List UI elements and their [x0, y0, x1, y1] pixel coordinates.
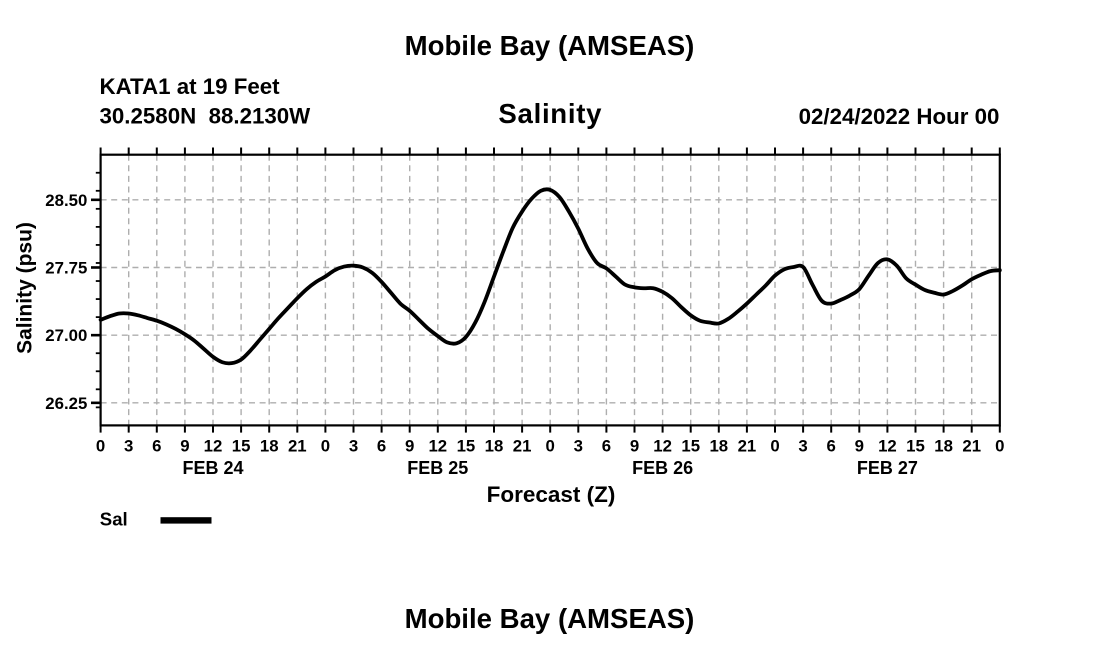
x-tick-label: 18: [709, 436, 728, 455]
x-tick-label: 21: [513, 436, 532, 455]
x-tick-label: 15: [681, 436, 700, 455]
x-tick-label: 6: [152, 436, 161, 455]
day-label: FEB 27: [857, 458, 918, 478]
x-tick-label: 18: [485, 436, 504, 455]
x-tick-label: 12: [204, 436, 223, 455]
x-tick-label: 21: [738, 436, 757, 455]
x-tick-label: 9: [405, 436, 414, 455]
x-tick-label: 0: [995, 436, 1004, 455]
x-tick-label: 15: [906, 436, 925, 455]
y-axis-title: Salinity (psu): [14, 222, 37, 354]
x-tick-label: 6: [602, 436, 611, 455]
x-tick-label: 3: [574, 436, 583, 455]
x-tick-label: 18: [260, 436, 279, 455]
x-tick-label: 21: [288, 436, 307, 455]
x-tick-label: 0: [546, 436, 555, 455]
y-tick-label: 28.50: [45, 191, 87, 210]
x-axis-title: Forecast (Z): [487, 482, 616, 507]
x-tick-label: 15: [232, 436, 251, 455]
x-tick-label: 3: [124, 436, 133, 455]
y-tick-label: 26.25: [45, 394, 87, 413]
x-tick-label: 21: [962, 436, 981, 455]
x-tick-label: 0: [321, 436, 330, 455]
next-chart-title: Mobile Bay (AMSEAS): [405, 603, 695, 634]
x-tick-label: 6: [377, 436, 386, 455]
variable-label: Salinity: [498, 98, 602, 129]
x-tick-label: 0: [770, 436, 779, 455]
day-labels: FEB 24 FEB 25 FEB 26 FEB 27: [182, 458, 917, 478]
x-tick-label: 0: [96, 436, 105, 455]
x-tick-label: 9: [180, 436, 189, 455]
x-tick-label: 12: [878, 436, 897, 455]
y-tick-label: 27.75: [45, 258, 87, 277]
legend-label: Sal: [100, 508, 128, 529]
x-tick-label: 3: [798, 436, 807, 455]
legend-line-sample: [160, 517, 212, 524]
x-tick-label: 9: [855, 436, 864, 455]
y-tick-label: 27.00: [45, 326, 87, 345]
gridlines: [100, 154, 1000, 426]
x-tick-label: 12: [653, 436, 672, 455]
location-label: 30.2580N 88.2130W: [100, 104, 312, 129]
y-tick-labels: 26.25 27.00 27.75 28.50: [45, 191, 87, 413]
day-label: FEB 24: [182, 458, 243, 478]
day-label: FEB 25: [407, 458, 468, 478]
station-label: KATA1 at 19 Feet: [100, 74, 281, 99]
x-tick-label: 15: [457, 436, 476, 455]
x-tick-label: 12: [428, 436, 447, 455]
x-tick-label: 18: [934, 436, 953, 455]
x-tick-label: 3: [349, 436, 358, 455]
salinity-curve: [98, 187, 1002, 366]
plot-frame: [99, 153, 1001, 427]
x-tick-labels: 0 3 6 9 12 15 18 21 0 3 6 9 12 15 18 21 0 3 6 9 12 15 18 21 0 3 6 9…: [96, 436, 1005, 455]
day-label: FEB 26: [632, 458, 693, 478]
x-tick-label: 9: [630, 436, 639, 455]
init-time-label: 02/24/2022 Hour 00: [799, 104, 1000, 129]
x-tick-label: 6: [827, 436, 836, 455]
chart-title: Mobile Bay (AMSEAS): [405, 30, 695, 61]
